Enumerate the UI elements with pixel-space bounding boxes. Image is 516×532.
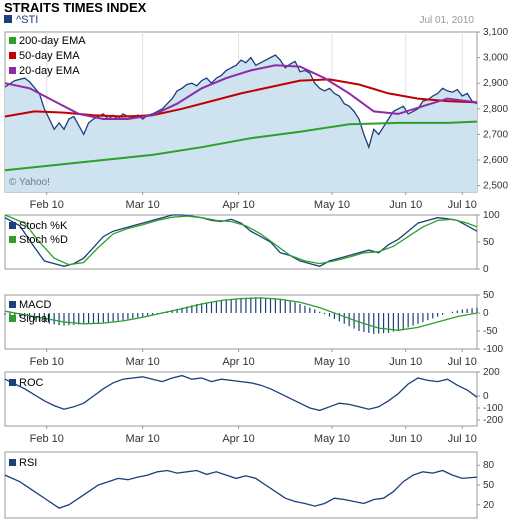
x-tick-label: Jun 10 [389, 199, 422, 211]
chart-date: Jul 01, 2010 [420, 15, 475, 26]
rsi-legend: RSI [9, 457, 37, 469]
x-tick-label: May 10 [314, 433, 350, 445]
y-tick-label: 50 [483, 237, 495, 248]
x-tick-label: Apr 10 [222, 199, 254, 211]
legend-swatch-stoch-k [9, 222, 16, 229]
chart-title: STRAITS TIMES INDEX [4, 0, 147, 15]
y-tick-label: -200 [483, 415, 503, 426]
series-line [4, 64, 478, 120]
legend-macd: MACD [19, 299, 51, 311]
series-line [4, 374, 478, 412]
y-tick-label: 3,000 [483, 53, 508, 64]
y-tick-label: -100 [483, 344, 503, 355]
y-tick-label: 50 [483, 290, 495, 301]
y-tick-label: 200 [483, 367, 500, 378]
x-tick-label: Jun 10 [389, 356, 422, 368]
legend-swatch-20-ema [9, 67, 16, 74]
y-tick-label: 3,100 [483, 27, 508, 38]
y-tick-label: 20 [483, 500, 495, 511]
legend-signal: Signal [19, 313, 50, 325]
x-tick-label: Mar 10 [126, 356, 160, 368]
x-tick-label: Jul 10 [448, 199, 477, 211]
x-tick-label: Mar 10 [126, 199, 160, 211]
x-tick-label: Apr 10 [222, 433, 254, 445]
macd-legend: MACD Signal [9, 299, 51, 325]
y-tick-label: 100 [483, 210, 500, 221]
y-tick-label: 2,600 [483, 155, 508, 166]
x-tick-label: Feb 10 [30, 199, 64, 211]
x-tick-label: Feb 10 [30, 433, 64, 445]
x-tick-label: Jul 10 [448, 433, 477, 445]
series-line [4, 297, 478, 331]
y-tick-label: -100 [483, 403, 503, 414]
y-tick-label: -50 [483, 326, 498, 337]
legend-swatch-macd [9, 301, 16, 308]
legend-stoch-d: Stoch %D [19, 234, 68, 246]
series-line [4, 120, 478, 172]
y-tick-label: 2,800 [483, 104, 508, 115]
roc-panel-frame [4, 371, 478, 427]
legend-roc: ROC [19, 377, 44, 389]
symbol-label: ^STI [16, 14, 38, 26]
x-tick-label: Apr 10 [222, 356, 254, 368]
legend-swatch-200-ema [9, 37, 16, 44]
legend-rsi: RSI [19, 457, 37, 469]
roc-legend: ROC [9, 377, 44, 389]
legend-swatch-roc [9, 379, 16, 386]
legend-swatch-signal [9, 315, 16, 322]
y-tick-label: 80 [483, 460, 495, 471]
price-legend: 200-day EMA 50-day EMA 20-day EMA [9, 35, 86, 77]
series-line [4, 214, 478, 266]
series-line [4, 214, 478, 267]
legend-swatch-50-ema [9, 52, 16, 59]
x-tick-label: Jun 10 [389, 433, 422, 445]
x-tick-label: Feb 10 [30, 356, 64, 368]
legend-20-ema: 20-day EMA [19, 65, 80, 77]
y-tick-label: 0 [483, 391, 489, 402]
series-line [4, 469, 478, 509]
legend-swatch-rsi [9, 459, 16, 466]
y-tick-label: 2,900 [483, 78, 508, 89]
y-tick-label: 2,700 [483, 129, 508, 140]
watermark: © Yahoo! [9, 177, 50, 188]
y-tick-label: 0 [483, 264, 489, 275]
rsi-panel-frame [4, 451, 478, 519]
symbol-swatch [4, 15, 12, 23]
x-tick-label: Mar 10 [126, 433, 160, 445]
y-tick-label: 2,500 [483, 181, 508, 192]
legend-50-ema: 50-day EMA [19, 50, 80, 62]
y-tick-label: 50 [483, 480, 495, 491]
legend-stoch-k: Stoch %K [19, 220, 68, 232]
legend-swatch-stoch-d [9, 236, 16, 243]
x-tick-label: Jul 10 [448, 356, 477, 368]
stoch-legend: Stoch %K Stoch %D [9, 220, 68, 246]
x-tick-label: May 10 [314, 199, 350, 211]
y-tick-label: 0 [483, 308, 489, 319]
x-tick-label: May 10 [314, 356, 350, 368]
legend-200-ema: 200-day EMA [19, 35, 86, 47]
